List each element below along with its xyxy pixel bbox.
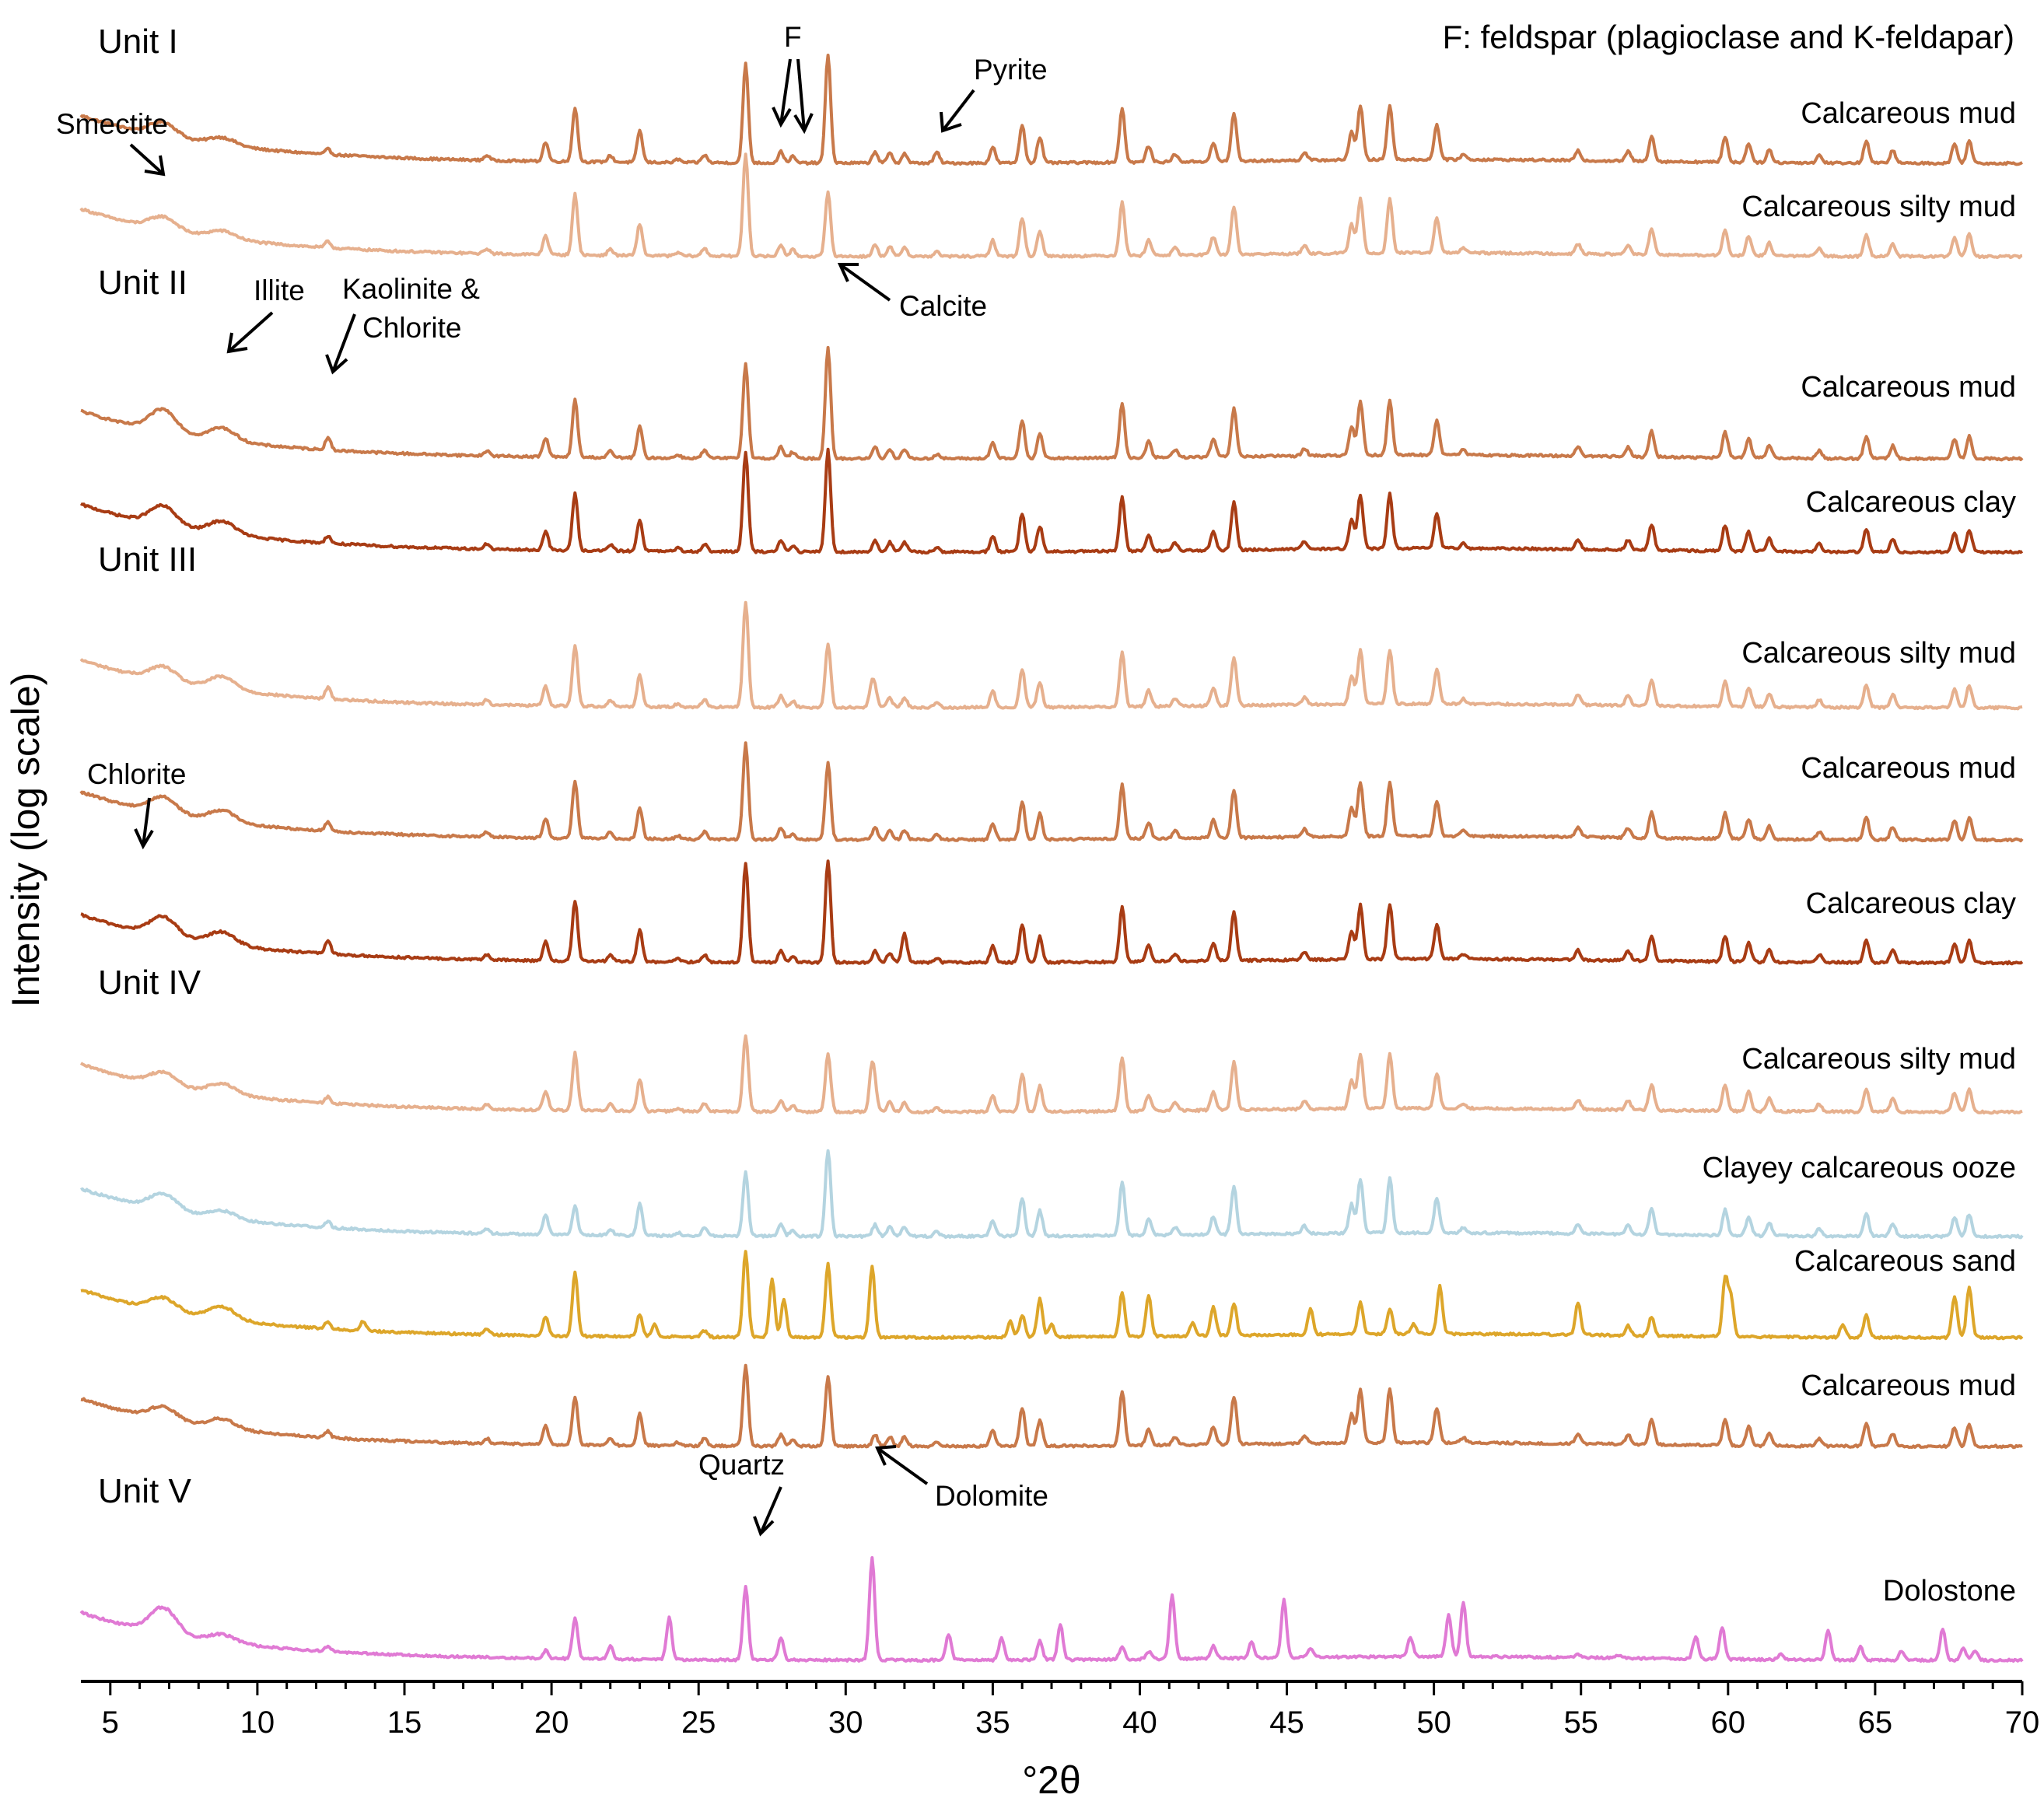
sample-label-1: Calcareous mud (1801, 97, 2016, 130)
calcite-label: Calcite (899, 290, 987, 322)
dolomite-label: Dolomite (935, 1480, 1048, 1512)
trace-4 (79, 447, 2024, 555)
trace-labels: Unit I Unit II Unit III Unit IV Unit V F… (98, 19, 2016, 1607)
quartz-arrowhead (753, 1516, 775, 1537)
sample-label-8: Calcareous silty mud (1741, 1043, 2016, 1076)
sample-label-7: Calcareous clay (1806, 887, 2016, 920)
kaolinite-chlorite-arrowhead (325, 354, 348, 375)
trace-12 (79, 1556, 2024, 1663)
illite-label: Illite (254, 275, 305, 306)
kaolinite-chlorite-arrow (331, 313, 356, 373)
unit-label-5: Unit V (98, 1472, 191, 1510)
unit-label-3: Unit III (98, 540, 197, 579)
mineral-annotations: Smectite Illite Kaolinite & Chlorite F P… (56, 21, 1048, 1537)
x-tick-label: 60 (1711, 1705, 1746, 1740)
dolomite-arrow (876, 1446, 929, 1485)
trace-7 (80, 859, 2024, 966)
sample-label-4: Calcareous clay (1806, 486, 2016, 519)
calcite-arrow (838, 263, 891, 302)
sample-label-2: Calcareous silty mud (1741, 191, 2016, 223)
chlorite-arrowhead (134, 828, 154, 850)
pyrite-label: Pyrite (974, 54, 1048, 86)
x-axis-ticks: 5 10 15 20 25 30 35 40 45 50 55 60 65 70 (102, 1681, 2040, 1740)
x-tick-label: 70 (2005, 1705, 2040, 1740)
x-tick-label: 45 (1269, 1705, 1304, 1740)
feldspar-note: F: feldspar (plagioclase and K-feldapar) (1443, 19, 2014, 55)
x-axis-title: °2θ (1022, 1758, 1081, 1802)
x-tick-label: 55 (1563, 1705, 1598, 1740)
kaolinite-chlorite-label-2: Chlorite (362, 312, 462, 344)
x-tick-label: 20 (534, 1705, 569, 1740)
x-tick-label: 35 (975, 1705, 1010, 1740)
smectite-label: Smectite (56, 108, 168, 140)
illite-arrowhead (226, 332, 248, 354)
quartz-arrow (759, 1486, 782, 1534)
trace-3 (80, 345, 2024, 462)
smectite-arrowhead (144, 155, 166, 177)
x-tick-label: 65 (1858, 1705, 1893, 1740)
pyrite-arrow (941, 89, 975, 132)
trace-1 (79, 54, 2024, 166)
pyrite-arrowhead (940, 111, 962, 133)
x-tick-label: 15 (387, 1705, 422, 1740)
diffraction-traces (79, 54, 2024, 1663)
dolomite-arrowhead (875, 1445, 897, 1466)
smectite-arrow (129, 143, 165, 176)
sample-label-10: Calcareous sand (1794, 1245, 2016, 1278)
feldspar-arrow-2 (796, 58, 806, 131)
sample-label-9: Clayey calcareous ooze (1703, 1152, 2016, 1184)
sample-label-5: Calcareous silty mud (1741, 637, 2016, 670)
calcite-arrowhead (837, 263, 859, 282)
feldspar-arrow-1 (779, 58, 792, 125)
trace-10 (80, 1250, 2024, 1341)
unit-label-1: Unit I (98, 23, 178, 61)
x-tick-label: 50 (1416, 1705, 1451, 1740)
x-tick-label: 25 (681, 1705, 716, 1740)
quartz-label: Quartz (698, 1449, 785, 1481)
sample-label-6: Calcareous mud (1801, 752, 2016, 785)
illite-arrow (227, 311, 274, 353)
chlorite-label: Chlorite (87, 758, 187, 790)
trace-5 (79, 600, 2023, 711)
feldspar-f-label: F (784, 21, 802, 53)
feldspar-arrowhead-2 (793, 113, 814, 135)
sample-label-3: Calcareous mud (1801, 371, 2016, 404)
trace-9 (79, 1149, 2024, 1240)
x-tick-label: 30 (828, 1705, 863, 1740)
unit-label-4: Unit IV (98, 964, 201, 1002)
x-tick-label: 40 (1122, 1705, 1157, 1740)
sample-label-12: Dolostone (1883, 1575, 2016, 1607)
x-tick-label: 10 (240, 1705, 275, 1740)
x-tick-label: 5 (102, 1705, 119, 1740)
feldspar-arrowhead-1 (772, 107, 792, 128)
trace-2 (79, 152, 2023, 260)
sample-label-11: Calcareous mud (1801, 1369, 2016, 1402)
trace-8 (79, 1034, 2023, 1115)
unit-label-2: Unit II (98, 264, 187, 302)
trace-11 (80, 1363, 2024, 1450)
kaolinite-chlorite-label-1: Kaolinite & (342, 273, 480, 305)
y-axis-title: Intensity (log scale) (4, 673, 47, 1008)
trace-6 (79, 741, 2024, 843)
x-axis: 5 10 15 20 25 30 35 40 45 50 55 60 65 70 °2θ (81, 1680, 2040, 1802)
chlorite-arrow (142, 797, 151, 847)
